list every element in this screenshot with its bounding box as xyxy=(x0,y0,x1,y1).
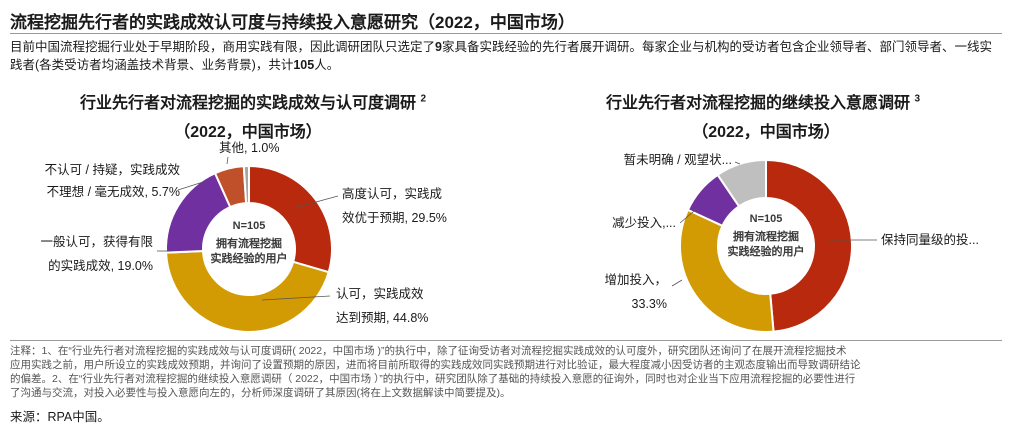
footnote: 注释：1、在“行业先行者对流程挖掘的实践成效与认可度调研( 2022，中国市场 … xyxy=(10,344,1002,400)
chart1-title-text: 行业先行者对流程挖掘的实践成效与认可度调研 xyxy=(79,95,416,112)
leader-line xyxy=(177,181,204,191)
slice-label-decrease: 减少投入,... xyxy=(612,215,676,230)
intro-suffix: 人。 xyxy=(314,58,340,72)
center-caption-line1: 拥有流程挖掘 xyxy=(216,236,282,250)
center-caption-line2: 实践经验的用户 xyxy=(211,251,288,265)
note-divider xyxy=(10,340,1002,341)
slice-label-met: 认可，实践成效 xyxy=(336,286,424,301)
chart2-title: 行业先行者对流程挖掘的继续投入意愿调研 3 xyxy=(578,89,948,113)
slice-label-other: 其他, 1.0% xyxy=(219,141,279,155)
chart1-leader-lines xyxy=(157,156,339,301)
slice-label-met-value: 达到预期, 44.8% xyxy=(336,311,428,325)
chart1-title-footnote: 2 xyxy=(420,93,427,105)
intro-count-firms: 9 xyxy=(435,40,442,54)
donut-slice-4 xyxy=(716,158,767,208)
leader-line xyxy=(679,205,701,224)
slice-label-doubt: 不认可 / 持疑，实践成效 xyxy=(45,162,181,177)
intro-count-people: 105 xyxy=(293,58,315,72)
slice-label-high-value: 效优于预期, 29.5% xyxy=(342,210,447,225)
chart1-title: 行业先行者对流程挖掘的实践成效与认可度调研 2 xyxy=(58,89,448,113)
center-sample-size: N=105 xyxy=(233,220,266,232)
donut-slice-2 xyxy=(679,208,775,333)
leader-line xyxy=(293,195,339,209)
donut-slice-1 xyxy=(765,158,853,333)
donut-slice-2 xyxy=(165,249,330,333)
slice-label-limited: 一般认可，获得有限 xyxy=(40,234,153,249)
source-citation: 来源：RPA中国。 xyxy=(10,410,110,424)
chart1-subtitle: （2022，中国市场） xyxy=(174,124,322,141)
chart2-leader-lines xyxy=(671,161,877,287)
leader-line xyxy=(734,161,741,165)
donut-chart-recognition xyxy=(165,164,333,333)
slice-label-increase-value: 33.3% xyxy=(632,297,667,311)
chart2-title-footnote: 3 xyxy=(914,93,921,105)
slice-label-increase: 增加投入， xyxy=(604,272,667,287)
slice-label-maintain: 保持同量级的投... xyxy=(881,232,979,247)
slice-label-high: 高度认可，实践成 xyxy=(342,186,442,201)
footnote-line: 应用实践之前，用户所设立的实践成效预期，并询问了设置预期的原因，进而将目前所取得… xyxy=(10,359,861,371)
title-divider xyxy=(10,33,1002,34)
slice-label-undecided: 暂未明确 / 观望状... xyxy=(624,152,732,167)
donut-slice-5 xyxy=(242,164,250,205)
leader-line xyxy=(671,279,683,287)
slice-label-limited-value: 的实践成效, 19.0% xyxy=(48,258,153,273)
page-title: 流程挖掘先行者的实践成效认可度与持续投入意愿研究（2022，中国市场） xyxy=(10,13,575,32)
intro-prefix: 目前中国流程挖掘行业处于早期阶段，商用实践有限，因此调研团队只选定了 xyxy=(10,40,436,54)
donut-chart-investment xyxy=(679,158,853,333)
chart2-title-text: 行业先行者对流程挖掘的继续投入意愿调研 xyxy=(605,95,910,112)
center-caption-line2: 实践经验的用户 xyxy=(728,244,805,258)
leader-line xyxy=(261,295,331,301)
leader-line xyxy=(226,156,229,165)
footnote-line: 了沟通与交流，对投入必要性与投入意愿向左的，分析师深度调研了其原因(将在上文数据… xyxy=(10,387,511,399)
donut-slice-1 xyxy=(248,164,333,274)
center-sample-size: N=105 xyxy=(750,213,783,225)
slice-label-doubt-value: 不理想 / 毫无成效, 5.7% xyxy=(47,184,180,199)
intro-paragraph: 目前中国流程挖掘行业处于早期阶段，商用实践有限，因此调研团队只选定了9家具备实践… xyxy=(10,38,1000,74)
footnote-line: 的偏差。2、在“行业先行者对流程挖掘的继续投入意愿调研（ 2022，中国市场 ）… xyxy=(10,373,856,385)
center-caption-line1: 拥有流程挖掘 xyxy=(733,229,799,243)
chart2-subtitle: （2022，中国市场） xyxy=(692,124,840,141)
footnote-line: 注释：1、在“行业先行者对流程挖掘的实践成效与认可度调研( 2022，中国市场 … xyxy=(10,345,847,357)
intro-middle: 家具备实践经验的先行者展开调研。每家企业与机构的受访者包含企业领导者、部门领导者… xyxy=(10,40,992,72)
